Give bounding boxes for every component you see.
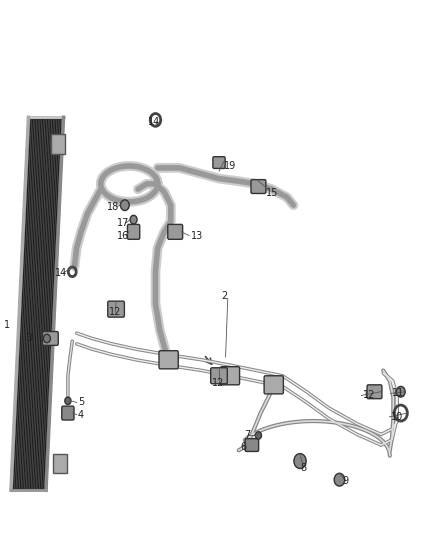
Bar [51, 134, 65, 154]
Text: 14: 14 [55, 268, 67, 278]
Bar [53, 454, 67, 473]
FancyBboxPatch shape [127, 224, 140, 239]
FancyBboxPatch shape [220, 367, 240, 385]
FancyBboxPatch shape [264, 376, 283, 394]
FancyBboxPatch shape [159, 351, 178, 369]
Text: 18: 18 [107, 202, 120, 212]
FancyBboxPatch shape [42, 332, 58, 345]
FancyBboxPatch shape [168, 224, 183, 239]
FancyBboxPatch shape [367, 385, 382, 399]
Text: 8: 8 [300, 463, 306, 473]
FancyBboxPatch shape [62, 406, 74, 420]
Text: 12: 12 [363, 391, 375, 400]
Polygon shape [11, 117, 64, 490]
FancyBboxPatch shape [213, 157, 225, 168]
Text: 3: 3 [26, 334, 32, 343]
FancyBboxPatch shape [108, 301, 124, 317]
Circle shape [396, 386, 405, 397]
Text: 12: 12 [212, 378, 225, 387]
Text: 13: 13 [191, 231, 203, 240]
Circle shape [43, 334, 50, 343]
Text: 6: 6 [240, 442, 246, 451]
Text: 15: 15 [266, 188, 279, 198]
Circle shape [255, 432, 261, 439]
Text: 14: 14 [148, 117, 160, 126]
Text: 5: 5 [78, 398, 84, 407]
Text: 10: 10 [391, 412, 403, 422]
Circle shape [294, 454, 306, 469]
Text: 12: 12 [109, 307, 121, 317]
Text: 7: 7 [244, 431, 251, 440]
Circle shape [334, 473, 345, 486]
Text: 16: 16 [117, 231, 130, 240]
FancyBboxPatch shape [251, 180, 266, 193]
Text: 11: 11 [392, 389, 404, 398]
Text: 17: 17 [117, 218, 130, 228]
Text: 1: 1 [4, 320, 11, 330]
FancyBboxPatch shape [245, 439, 258, 451]
Text: 2: 2 [221, 291, 227, 301]
Text: 4: 4 [78, 410, 84, 419]
FancyBboxPatch shape [211, 368, 227, 384]
Circle shape [65, 397, 71, 405]
Circle shape [130, 215, 137, 224]
Text: 19: 19 [224, 161, 237, 171]
Text: 9: 9 [343, 476, 349, 486]
Circle shape [120, 200, 129, 211]
